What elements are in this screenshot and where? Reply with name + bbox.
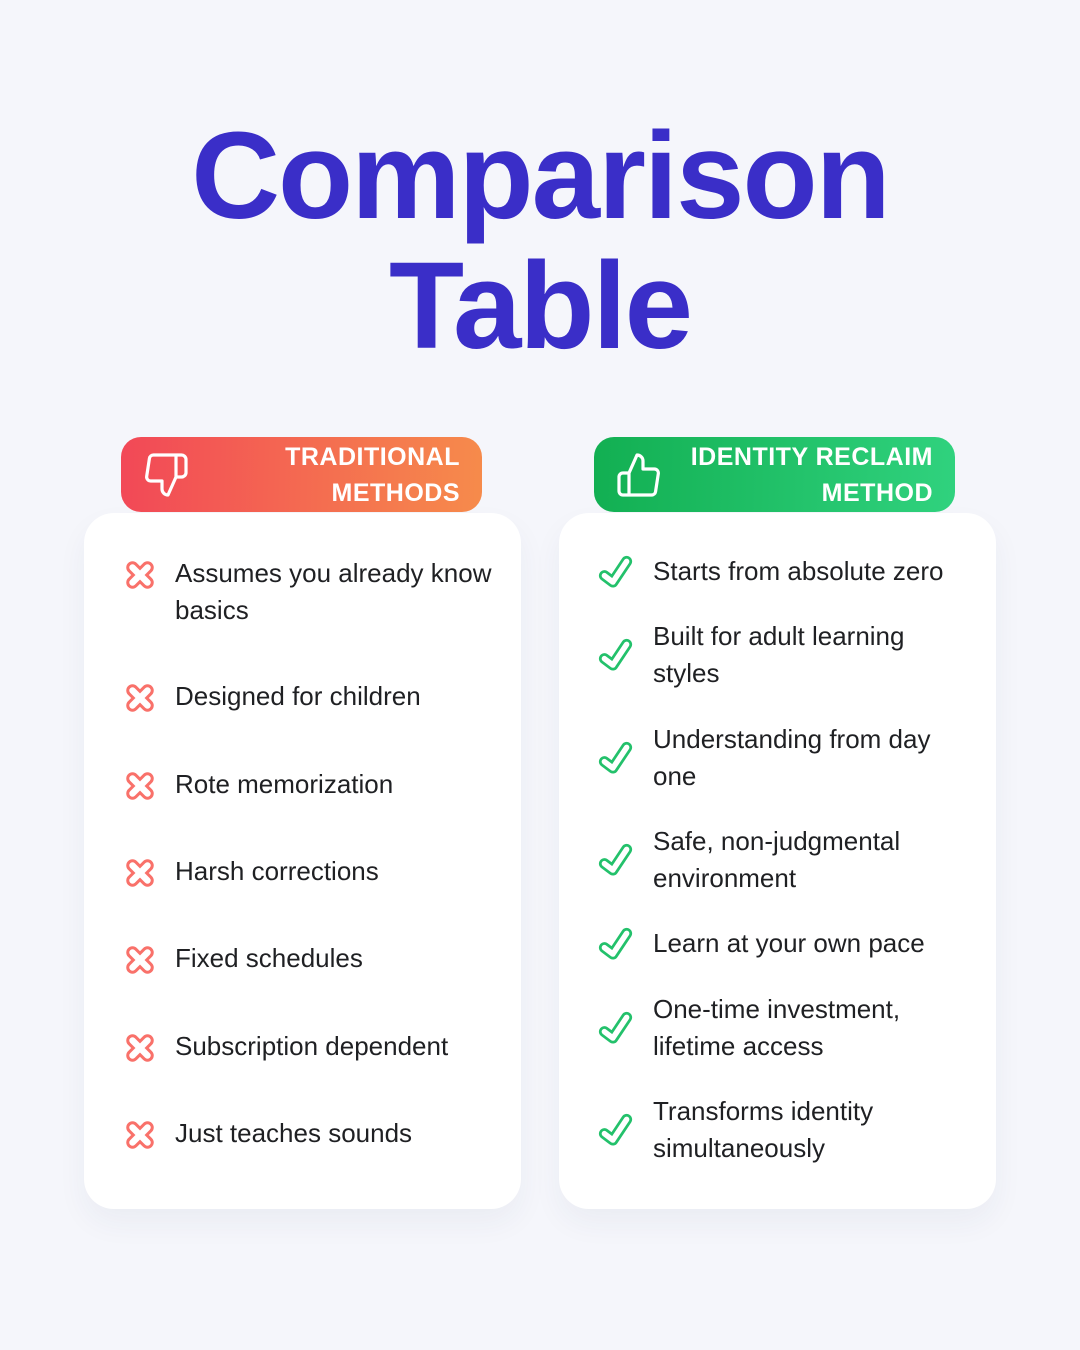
check-icon bbox=[596, 1112, 636, 1148]
list-item-label: Learn at your own pace bbox=[653, 928, 925, 959]
thumbs-down-icon bbox=[141, 450, 191, 500]
identity-reclaim-card: Starts from absolute zero Built for adul… bbox=[559, 513, 996, 1209]
list-item-label: Safe, non-judgmental environment bbox=[653, 825, 901, 893]
list-item: Starts from absolute zero bbox=[596, 553, 980, 590]
list-item: Harsh corrections bbox=[122, 853, 505, 891]
list-item-label: Just teaches sounds bbox=[175, 1117, 413, 1148]
list-item-label: Designed for children bbox=[175, 681, 421, 712]
check-icon bbox=[596, 554, 636, 590]
list-item-label: Transforms identity simultaneously bbox=[653, 1095, 874, 1163]
traditional-methods-header-label: TRADITIONAL METHODS bbox=[285, 442, 460, 507]
page-title: Comparison Table bbox=[0, 112, 1080, 372]
check-icon bbox=[596, 637, 636, 673]
thumbs-up-icon bbox=[614, 450, 664, 500]
list-item-label: Subscription dependent bbox=[175, 1030, 449, 1061]
list-item: Understanding from day one bbox=[596, 721, 980, 795]
traditional-methods-card: Assumes you already know basics Designed… bbox=[84, 513, 521, 1209]
page-title-line2: Table bbox=[388, 238, 693, 375]
identity-reclaim-header-badge: IDENTITY RECLAIM METHOD bbox=[594, 437, 955, 512]
x-icon bbox=[122, 942, 158, 978]
list-item-label: Harsh corrections bbox=[175, 855, 379, 886]
list-item: Safe, non-judgmental environment bbox=[596, 823, 980, 897]
check-icon bbox=[596, 740, 636, 776]
list-item-label: Built for adult learning styles bbox=[653, 621, 905, 689]
x-icon bbox=[122, 1030, 158, 1066]
x-icon bbox=[122, 1117, 158, 1153]
list-item-label: Assumes you already know basics bbox=[175, 558, 492, 625]
list-item: Subscription dependent bbox=[122, 1028, 505, 1066]
list-item: Just teaches sounds bbox=[122, 1115, 505, 1153]
check-icon bbox=[596, 842, 636, 878]
list-item: Assumes you already know basics bbox=[122, 555, 505, 629]
traditional-methods-list: Assumes you already know basics Designed… bbox=[84, 513, 521, 1209]
list-item-label: Rote memorization bbox=[175, 768, 394, 799]
x-icon bbox=[122, 855, 158, 891]
list-item: Rote memorization bbox=[122, 766, 505, 804]
list-item: Transforms identity simultaneously bbox=[596, 1093, 980, 1167]
check-icon bbox=[596, 1010, 636, 1046]
list-item-label: Starts from absolute zero bbox=[653, 556, 944, 586]
identity-reclaim-list: Starts from absolute zero Built for adul… bbox=[559, 513, 996, 1209]
traditional-methods-header-badge: TRADITIONAL METHODS bbox=[121, 437, 482, 512]
x-icon bbox=[122, 680, 158, 716]
list-item: One-time investment, lifetime access bbox=[596, 991, 980, 1065]
x-icon bbox=[122, 557, 158, 593]
list-item: Fixed schedules bbox=[122, 940, 505, 978]
list-item: Designed for children bbox=[122, 678, 505, 716]
list-item: Learn at your own pace bbox=[596, 925, 980, 962]
list-item-label: One-time investment, lifetime access bbox=[653, 993, 901, 1061]
check-icon bbox=[596, 926, 636, 962]
list-item-label: Understanding from day one bbox=[653, 723, 931, 791]
list-item: Built for adult learning styles bbox=[596, 618, 980, 692]
page-title-line1: Comparison bbox=[191, 108, 891, 245]
x-icon bbox=[122, 768, 158, 804]
identity-reclaim-header-label: IDENTITY RECLAIM METHOD bbox=[690, 442, 933, 507]
list-item-label: Fixed schedules bbox=[175, 943, 363, 974]
